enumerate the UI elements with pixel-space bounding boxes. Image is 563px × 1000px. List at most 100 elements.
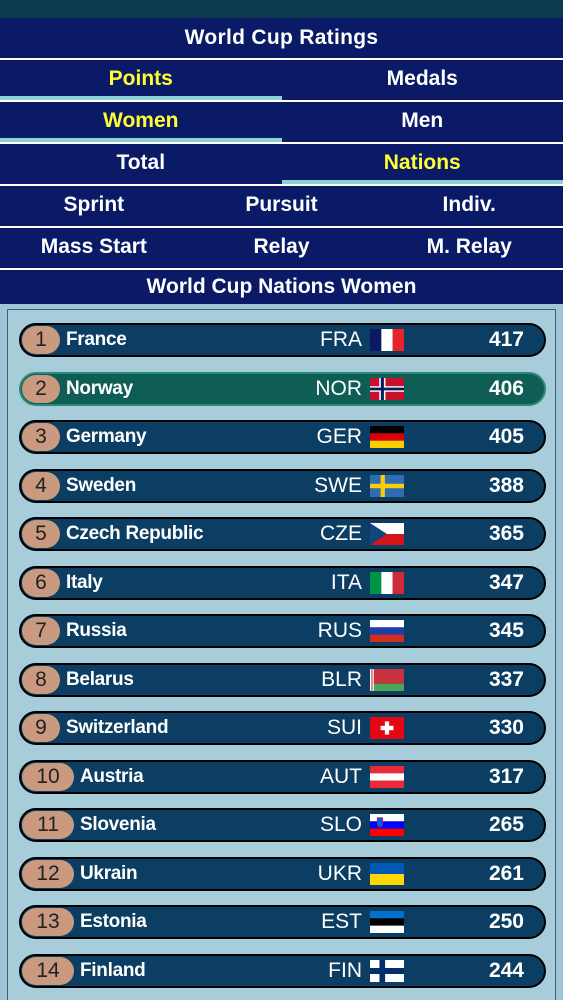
- country-name: Slovenia: [80, 814, 156, 835]
- points-value: 405: [488, 425, 524, 448]
- rank-badge: 13: [22, 908, 74, 936]
- country-name: Italy: [66, 571, 103, 593]
- ranking-list[interactable]: 1 France FRA 417 2 Norway NOR 406 3 Germany GER 405…: [7, 309, 556, 1000]
- slo-flag-icon: [370, 814, 404, 836]
- rank-badge: 4: [22, 471, 60, 500]
- ranking-row[interactable]: 14 Finland FIN 244: [19, 953, 546, 988]
- rank-badge: 7: [22, 617, 60, 645]
- ranking-row[interactable]: 5 Czech Republic CZE 365: [19, 517, 546, 551]
- tab-women[interactable]: Women: [0, 102, 282, 142]
- points-value: 365: [488, 522, 524, 545]
- country-code: NOR: [315, 376, 362, 400]
- fra-flag-icon: [370, 329, 404, 351]
- rank-badge: 11: [22, 811, 74, 839]
- tab-medals[interactable]: Medals: [281, 60, 563, 100]
- rank-badge: 14: [22, 956, 74, 985]
- aut-flag-icon: [370, 765, 404, 788]
- country-name: Belarus: [66, 668, 134, 690]
- ranking-row[interactable]: 7 Russia RUS 345: [19, 614, 546, 648]
- country-code: UKR: [317, 861, 362, 885]
- ger-flag-icon: [370, 426, 404, 448]
- status-bar: [0, 0, 563, 18]
- country-code: SLO: [319, 813, 362, 836]
- country-name: Czech Republic: [66, 523, 204, 544]
- country-name: Austria: [80, 765, 144, 787]
- points-value: 250: [488, 910, 524, 933]
- points-value: 244: [488, 958, 524, 982]
- tab-sprint[interactable]: Sprint: [0, 186, 188, 226]
- points-value: 317: [488, 764, 524, 788]
- points-value: 330: [488, 716, 524, 739]
- country-code: GER: [316, 425, 362, 448]
- rank-badge: 3: [22, 423, 60, 451]
- rank-badge: 9: [22, 714, 60, 742]
- tab-relay[interactable]: Relay: [187, 228, 376, 268]
- country-name: Ukrain: [80, 862, 138, 884]
- country-code: BLR: [321, 667, 362, 691]
- rank-badge: 12: [22, 859, 74, 888]
- swe-flag-icon: [370, 474, 404, 497]
- tab-men[interactable]: Men: [281, 102, 563, 142]
- country-code: CZE: [320, 522, 362, 545]
- ranking-row[interactable]: 9 Switzerland SUI 330: [19, 711, 546, 745]
- list-title: World Cup Nations Women: [0, 268, 563, 304]
- cze-flag-icon: [370, 523, 404, 545]
- type-tabs: Points Medals: [0, 58, 563, 100]
- page-title: World Cup Ratings: [0, 18, 563, 58]
- est-flag-icon: [370, 911, 404, 933]
- country-name: Finland: [80, 959, 146, 981]
- gender-tabs: Women Men: [0, 100, 563, 142]
- ranking-row[interactable]: 3 Germany GER 405: [19, 420, 546, 454]
- points-value: 261: [488, 861, 524, 885]
- rank-badge: 5: [22, 520, 60, 548]
- country-name: Estonia: [80, 911, 147, 932]
- points-value: 345: [488, 619, 524, 642]
- ranking-row[interactable]: 4 Sweden SWE 388: [19, 468, 546, 503]
- tab-individual[interactable]: Indiv.: [375, 186, 563, 226]
- country-code: FRA: [320, 328, 362, 351]
- ranking-row[interactable]: 12 Ukrain UKR 261: [19, 856, 546, 891]
- rank-badge: 10: [22, 762, 74, 791]
- country-code: RUS: [317, 619, 362, 642]
- points-value: 406: [488, 376, 524, 400]
- blr-flag-icon: [370, 668, 404, 691]
- rank-badge: 6: [22, 568, 60, 597]
- ranking-row[interactable]: 10 Austria AUT 317: [19, 759, 546, 794]
- rank-badge: 2: [22, 374, 60, 403]
- country-code: AUT: [320, 764, 362, 788]
- country-name: France: [66, 329, 127, 350]
- rank-badge: 1: [22, 326, 60, 354]
- fin-flag-icon: [370, 959, 404, 982]
- tab-points[interactable]: Points: [0, 60, 282, 100]
- country-name: Switzerland: [66, 717, 169, 738]
- ranking-row[interactable]: 8 Belarus BLR 337: [19, 662, 546, 697]
- country-code: ITA: [330, 570, 362, 594]
- points-value: 347: [488, 570, 524, 594]
- country-name: Sweden: [66, 474, 136, 496]
- points-value: 388: [488, 473, 524, 497]
- country-name: Russia: [66, 620, 127, 641]
- ranking-row[interactable]: 1 France FRA 417: [19, 323, 546, 357]
- ranking-row[interactable]: 2 Norway NOR 406: [19, 371, 546, 406]
- country-code: EST: [321, 910, 362, 933]
- sui-flag-icon: [370, 717, 404, 739]
- tab-mixed-relay[interactable]: M. Relay: [375, 228, 563, 268]
- tab-pursuit[interactable]: Pursuit: [187, 186, 376, 226]
- ukr-flag-icon: [370, 862, 404, 885]
- points-value: 337: [488, 667, 524, 691]
- tab-nations[interactable]: Nations: [281, 144, 563, 184]
- nor-flag-icon: [370, 377, 404, 400]
- ranking-row[interactable]: 11 Slovenia SLO 265: [19, 808, 546, 842]
- tab-total[interactable]: Total: [0, 144, 282, 184]
- country-code: FIN: [328, 958, 362, 982]
- ranking-row[interactable]: 6 Italy ITA 347: [19, 565, 546, 600]
- rus-flag-icon: [370, 620, 404, 642]
- ita-flag-icon: [370, 571, 404, 594]
- country-code: SWE: [314, 473, 362, 497]
- tab-mass-start[interactable]: Mass Start: [0, 228, 188, 268]
- ranking-row[interactable]: 13 Estonia EST 250: [19, 905, 546, 939]
- country-name: Germany: [66, 426, 147, 447]
- discipline-tabs-2: Mass Start Relay M. Relay: [0, 226, 563, 268]
- points-value: 265: [488, 813, 524, 836]
- country-code: SUI: [326, 716, 362, 739]
